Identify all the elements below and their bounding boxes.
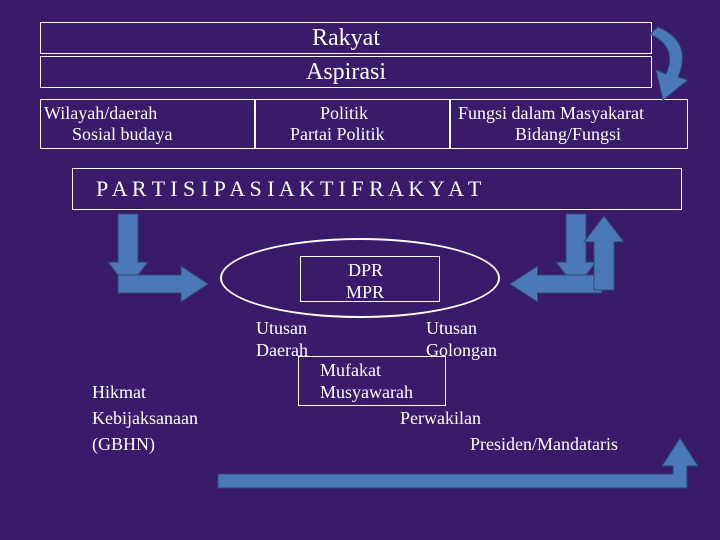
label-rakyat: Rakyat: [312, 25, 380, 52]
label-sosial: Sosial budaya: [72, 124, 173, 145]
label-hikmat: Hikmat: [92, 382, 146, 403]
label-perwakilan: Perwakilan: [400, 408, 481, 429]
label-mpr: MPR: [346, 282, 384, 303]
label-aspirasi: Aspirasi: [306, 59, 386, 86]
label-utusan-golongan-1: Utusan: [426, 318, 477, 339]
label-politik: Politik: [320, 103, 368, 124]
label-dpr: DPR: [348, 260, 383, 281]
label-mufakat: Mufakat: [320, 360, 381, 381]
label-utusan-daerah-1: Utusan: [256, 318, 307, 339]
label-presiden: Presiden/Mandataris: [470, 434, 618, 455]
box-rakyat: Rakyat: [40, 22, 652, 54]
label-partai: Partai Politik: [290, 124, 385, 145]
label-fungsi-masyarakat: Fungsi dalam Masyakarat: [458, 103, 644, 124]
label-wilayah: Wilayah/daerah: [44, 103, 157, 124]
box-aspirasi: Aspirasi: [40, 56, 652, 88]
label-partisipasi: P A R T I S I P A S I A K T I F R A K Y …: [96, 176, 481, 202]
label-musyawarah: Musyawarah: [320, 382, 413, 403]
label-gbhn: (GBHN): [92, 434, 155, 455]
label-kebijaksanaan: Kebijaksanaan: [92, 408, 198, 429]
diagram-canvas: Rakyat Aspirasi Wilayah/daerah Sosial bu…: [0, 0, 720, 540]
label-bidang: Bidang/Fungsi: [515, 124, 621, 145]
